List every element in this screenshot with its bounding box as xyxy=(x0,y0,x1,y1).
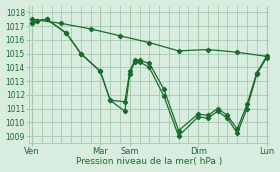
X-axis label: Pression niveau de la mer( hPa ): Pression niveau de la mer( hPa ) xyxy=(76,157,222,166)
